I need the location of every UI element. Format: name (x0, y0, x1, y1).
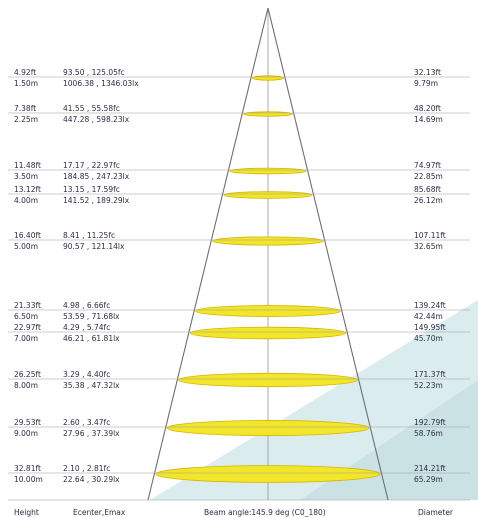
row-height-m: 4.00m (14, 196, 39, 205)
row-illuminance-fc: 41.55 , 55.58fc (63, 104, 120, 113)
row-illuminance-fc: 13.15 , 17.59fc (63, 185, 120, 194)
row-height-m: 3.50m (14, 172, 39, 181)
row-illuminance-lx: 35.38 , 47.32lx (63, 381, 120, 390)
cone-left-edge (147, 7, 269, 501)
row-illuminance-fc: 17.17 , 22.97fc (63, 161, 120, 170)
row-diameter-ft: 149.95ft (414, 323, 446, 332)
row-height-m: 6.50m (14, 312, 39, 321)
row-height-m: 7.00m (14, 334, 39, 343)
row-illuminance-fc: 93.50 , 125.05fc (63, 68, 125, 77)
row-height-m: 9.00m (14, 429, 39, 438)
row-height-m: 10.00m (14, 475, 43, 484)
row-diameter-ft: 171.37ft (414, 370, 446, 379)
light-spot (178, 372, 358, 388)
row-diameter-m: 58.76m (414, 429, 443, 438)
light-spot (166, 420, 370, 436)
row-illuminance-lx: 46.21 , 61.81lx (63, 334, 120, 343)
row-illuminance-lx: 184.85 , 247.23lx (63, 172, 130, 181)
row-illuminance-fc: 8.41 , 11.25fc (63, 231, 116, 240)
row-diameter-m: 65.29m (414, 475, 443, 484)
row-height-ft: 29.53ft (14, 418, 41, 427)
row-diameter-ft: 192.79ft (414, 418, 446, 427)
row-diameter-ft: 107.11ft (414, 231, 446, 240)
row-diameter-ft: 32.13ft (414, 68, 441, 77)
row-illuminance-fc: 4.98 , 6.66fc (63, 301, 111, 310)
row-diameter-m: 52.23m (414, 381, 443, 390)
row-illuminance-fc: 3.29 , 4.40fc (63, 370, 111, 379)
footer-height-label: Height (14, 508, 39, 517)
row-illuminance-fc: 2.60 , 3.47fc (63, 418, 111, 427)
row-diameter-ft: 139.24ft (414, 301, 446, 310)
light-spot (212, 236, 324, 246)
light-spot (223, 191, 313, 199)
light-spot (252, 75, 284, 81)
row-height-m: 2.25m (14, 115, 39, 124)
row-height-ft: 7.38ft (14, 104, 37, 113)
row-illuminance-fc: 4.29 , 5.74fc (63, 323, 111, 332)
row-diameter-ft: 48.20ft (414, 104, 441, 113)
row-diameter-ft: 214.21ft (414, 464, 446, 473)
row-height-ft: 21.33ft (14, 301, 41, 310)
row-diameter-ft: 74.97ft (414, 161, 441, 170)
row-height-ft: 13.12ft (14, 185, 41, 194)
row-illuminance-lx: 1006.38 , 1346.03lx (63, 79, 139, 88)
row-height-ft: 16.40ft (14, 231, 41, 240)
light-spot (229, 167, 307, 175)
row-diameter-m: 42.44m (414, 312, 443, 321)
row-illuminance-lx: 141.52 , 189.29lx (63, 196, 130, 205)
row-illuminance-lx: 447.28 , 598.23lx (63, 115, 130, 124)
row-diameter-m: 32.65m (414, 242, 443, 251)
row-height-m: 1.50m (14, 79, 39, 88)
row-illuminance-lx: 22.64 , 30.29lx (63, 475, 120, 484)
row-diameter-m: 22.85m (414, 172, 443, 181)
cone-right-edge (267, 7, 389, 501)
row-height-m: 5.00m (14, 242, 39, 251)
footer-ecenter-label: Ecenter,Emax (73, 508, 126, 517)
row-diameter-m: 45.70m (414, 334, 443, 343)
row-height-m: 8.00m (14, 381, 39, 390)
row-illuminance-lx: 90.57 , 121.14lx (63, 242, 125, 251)
light-spot (155, 465, 381, 483)
row-height-ft: 22.97ft (14, 323, 41, 332)
row-diameter-ft: 85.68ft (414, 185, 441, 194)
row-diameter-m: 14.69m (414, 115, 443, 124)
light-spot (195, 305, 341, 317)
row-diameter-m: 9.79m (414, 79, 439, 88)
row-diameter-m: 26.12m (414, 196, 443, 205)
light-spot (189, 326, 347, 340)
row-illuminance-lx: 53.59 , 71.68lx (63, 312, 120, 321)
row-illuminance-fc: 2.10 , 2.81fc (63, 464, 111, 473)
row-illuminance-lx: 27.96 , 37.39lx (63, 429, 120, 438)
row-height-ft: 4.92ft (14, 68, 37, 77)
row-height-ft: 11.48ft (14, 161, 41, 170)
row-height-ft: 32.81ft (14, 464, 41, 473)
footer-beam-angle-label: Beam angle:145.9 deg (C0_180) (204, 508, 326, 517)
row-height-ft: 26.25ft (14, 370, 41, 379)
light-spot (243, 111, 293, 117)
footer-diameter-label: Diameter (418, 508, 454, 517)
